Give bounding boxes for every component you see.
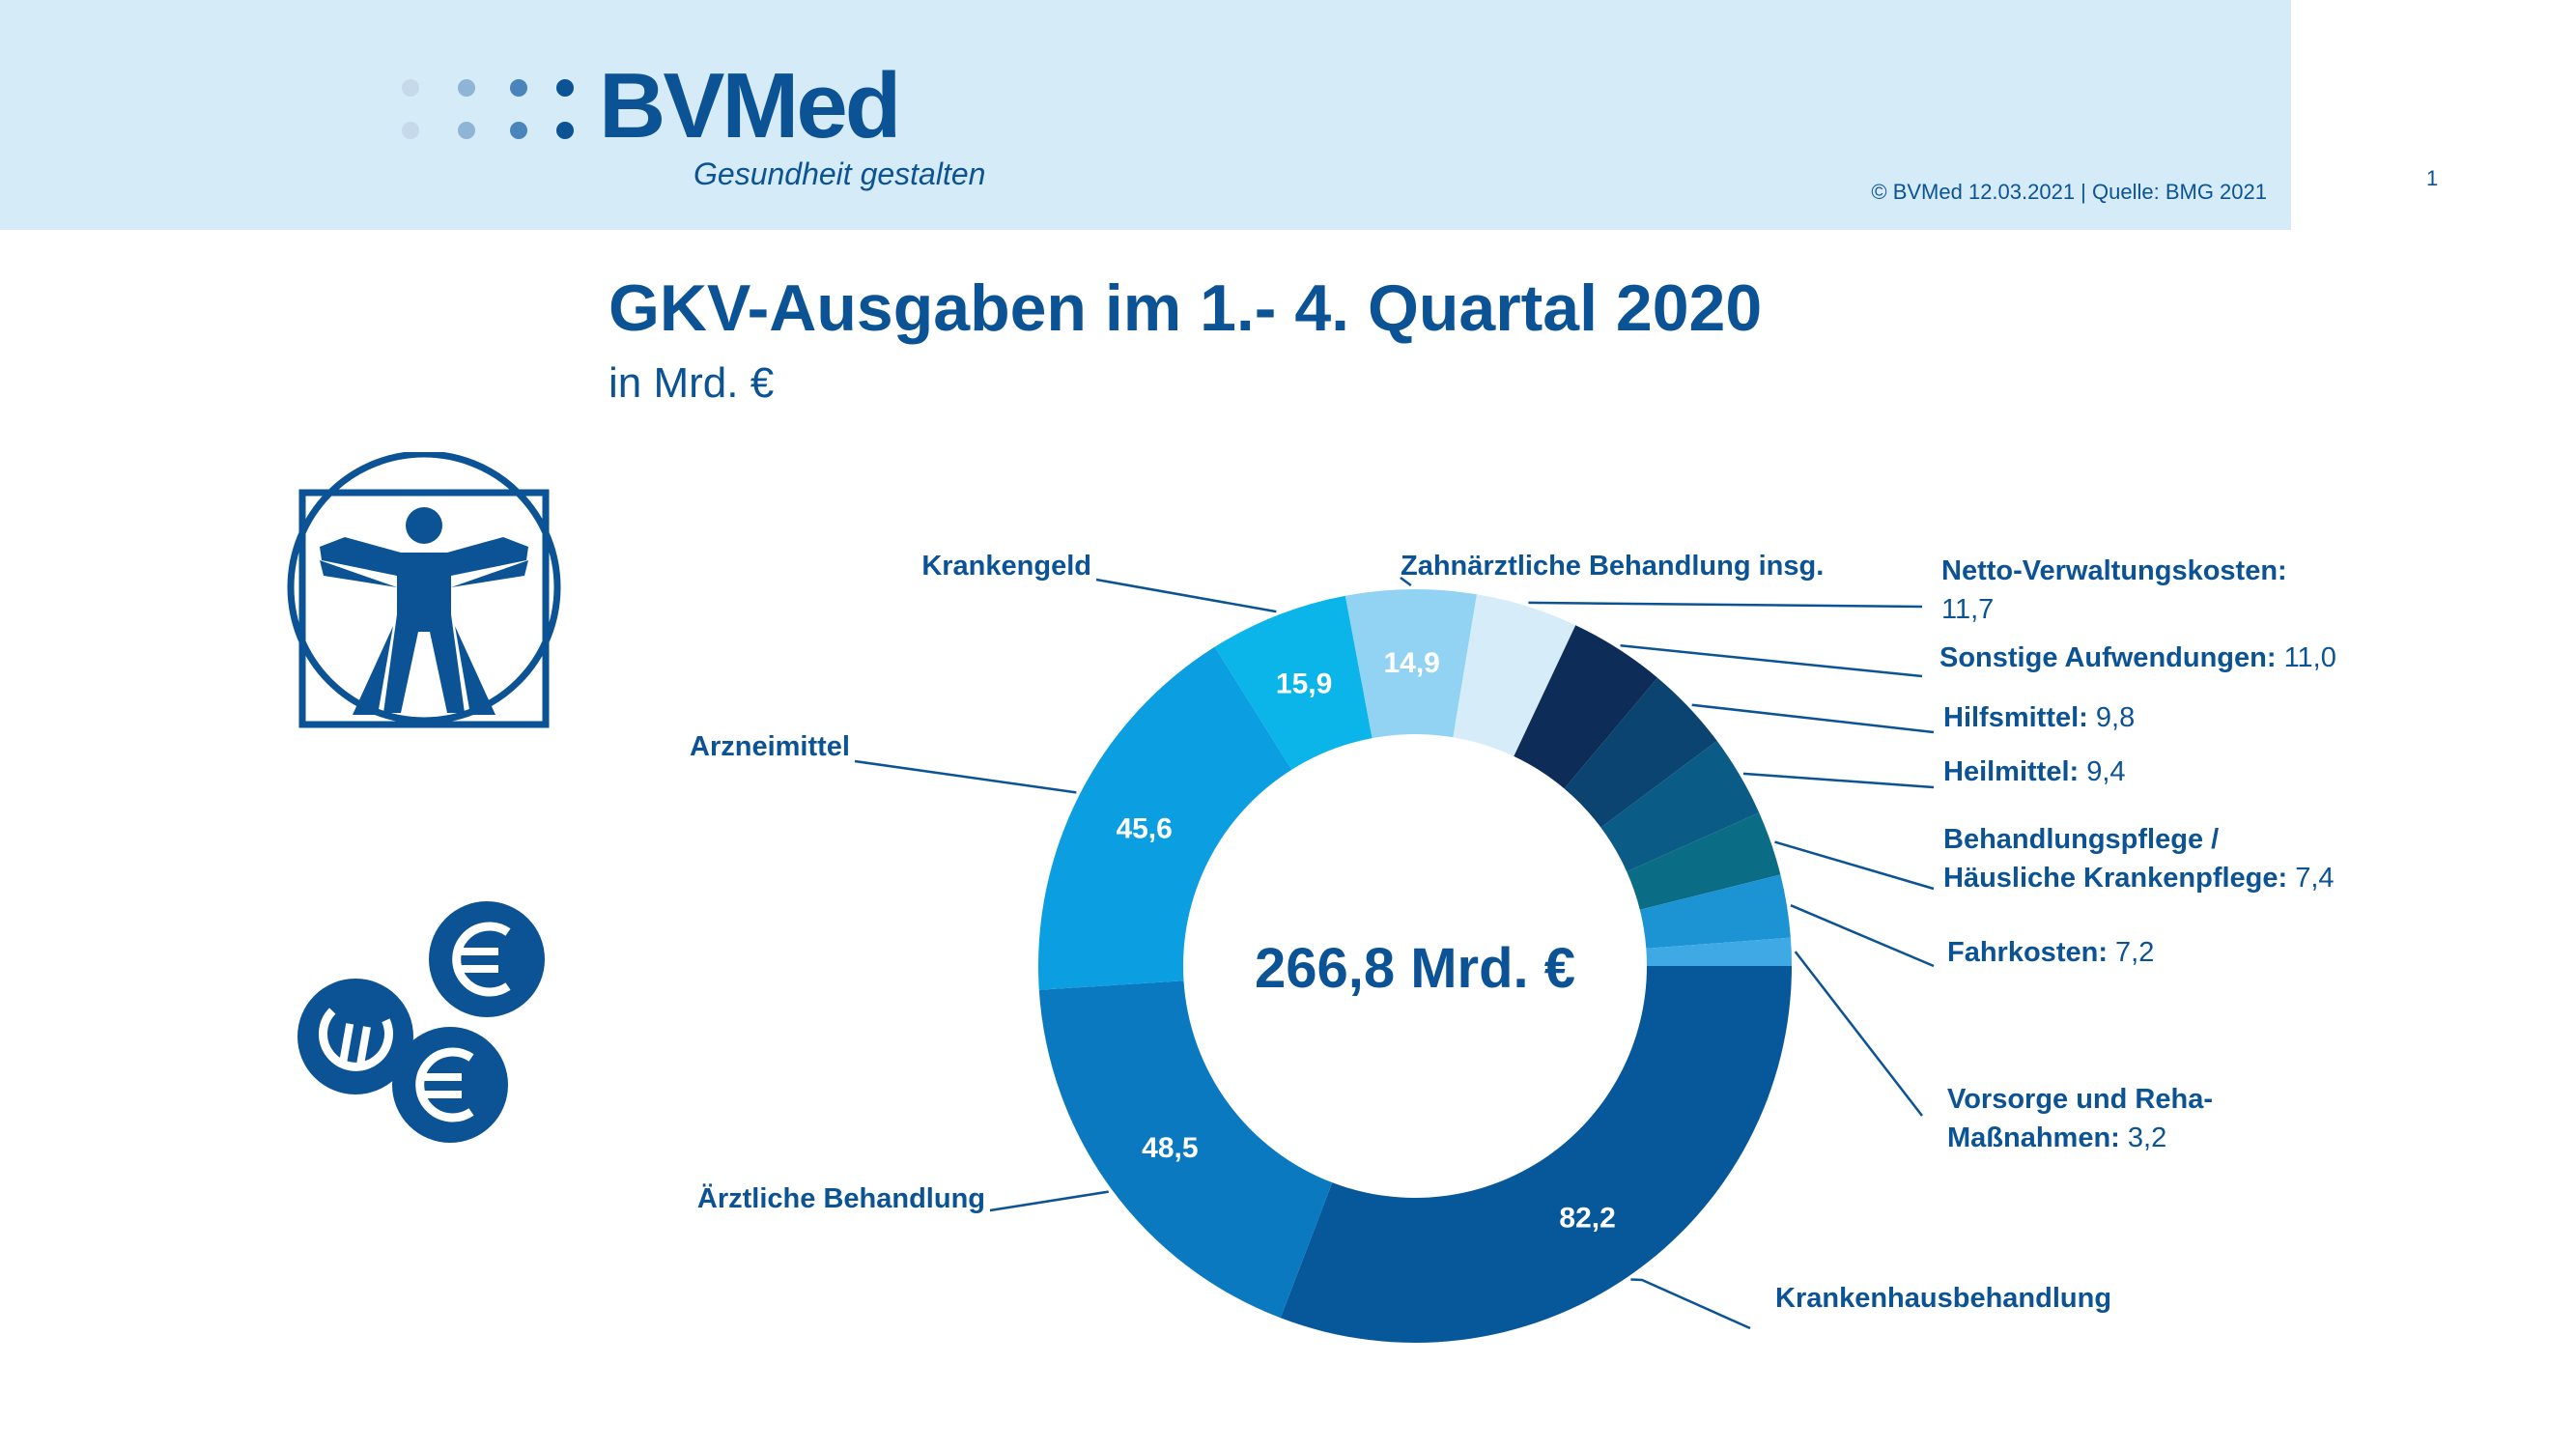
logo-dot	[402, 122, 419, 139]
slice-value-label: 15,9	[1276, 668, 1332, 700]
leader-line	[854, 759, 1077, 794]
euro-coins-icon	[297, 901, 545, 1143]
logo-dot	[458, 79, 475, 97]
leader-line	[1620, 644, 1923, 678]
logo-dot	[510, 122, 527, 139]
slice-category-label: Zahnärztliche Behandlung insg.	[1401, 551, 1824, 582]
header-band	[0, 0, 2291, 230]
slice-category-label: Hilfsmittel: 9,8	[1943, 702, 2135, 733]
leader-line	[989, 1190, 1109, 1212]
page-number: 1	[2426, 166, 2439, 190]
leader-line	[1691, 703, 1935, 734]
slice-category-label: Behandlungspflege / Häusliche Krankenpfle…	[1943, 824, 2335, 894]
logo-dot	[556, 79, 574, 97]
chart-subtitle: in Mrd. €	[609, 359, 775, 407]
donut-slice	[1639, 874, 1791, 949]
logo-dot	[402, 79, 419, 97]
logo-dots	[402, 75, 576, 143]
logo-tagline: Gesundheit gestalten	[694, 156, 986, 191]
slice-category-label: Heilmittel: 9,4	[1943, 756, 2126, 787]
leader-line	[1774, 840, 1935, 891]
donut-slice	[1038, 646, 1292, 990]
leader-line	[1630, 1278, 1751, 1330]
donut-slice	[1514, 625, 1658, 789]
slice-value-label: 45,6	[1116, 812, 1172, 844]
slice-category-label: Vorsorge und Reha-Maßnahmen: 3,2	[1947, 1084, 2213, 1153]
slice-category-label: Krankenhausbehandlung	[1775, 1283, 2111, 1314]
donut-slice	[1564, 677, 1717, 828]
donut-slice	[1600, 740, 1760, 872]
leader-line	[1794, 951, 1923, 1117]
donut-slice	[1646, 937, 1793, 966]
slice-category-label: Fahrkosten: 7,2	[1947, 937, 2154, 968]
leader-line	[1742, 772, 1935, 789]
slice-value-label: 82,2	[1559, 1202, 1615, 1234]
leader-line	[1528, 601, 1923, 609]
slice-category-label: Sonstige Aufwendungen: 11,0	[1939, 642, 2336, 673]
leader-line	[1400, 576, 1412, 587]
slice-value-text: 11,7	[1941, 594, 1994, 625]
donut-slice	[1627, 812, 1781, 910]
donut-slice	[1280, 966, 1792, 1344]
slice-category-label: Arzneimittel	[690, 731, 850, 762]
copyright-source: © BVMed 12.03.2021 | Quelle: BMG 2021	[1871, 180, 2267, 204]
donut-slice	[1038, 980, 1333, 1319]
logo-dot	[510, 79, 527, 97]
vitruvian-man-icon	[287, 452, 561, 728]
slice-category-label: Ärztliche Behandlung	[697, 1182, 985, 1214]
donut-slice	[1453, 594, 1576, 756]
leader-line	[1095, 578, 1277, 613]
leader-line	[1790, 904, 1935, 968]
slice-value-label: 14,9	[1383, 647, 1439, 679]
slice-category-label: Krankengeld	[921, 551, 1091, 582]
logo: BVMed	[599, 54, 901, 157]
center-total-label: 266,8 Mrd. €	[1255, 937, 1575, 1000]
slice-category-label: Netto-Verwaltungskosten: 11,7	[1941, 555, 2287, 625]
chart-title: GKV-Ausgaben im 1.- 4. Quartal 2020	[609, 271, 1763, 345]
slice-value-label: 48,5	[1142, 1132, 1198, 1164]
donut-slice	[1345, 589, 1478, 739]
logo-dot	[458, 122, 475, 139]
donut-slice	[1214, 595, 1373, 770]
logo-dot	[556, 122, 574, 139]
